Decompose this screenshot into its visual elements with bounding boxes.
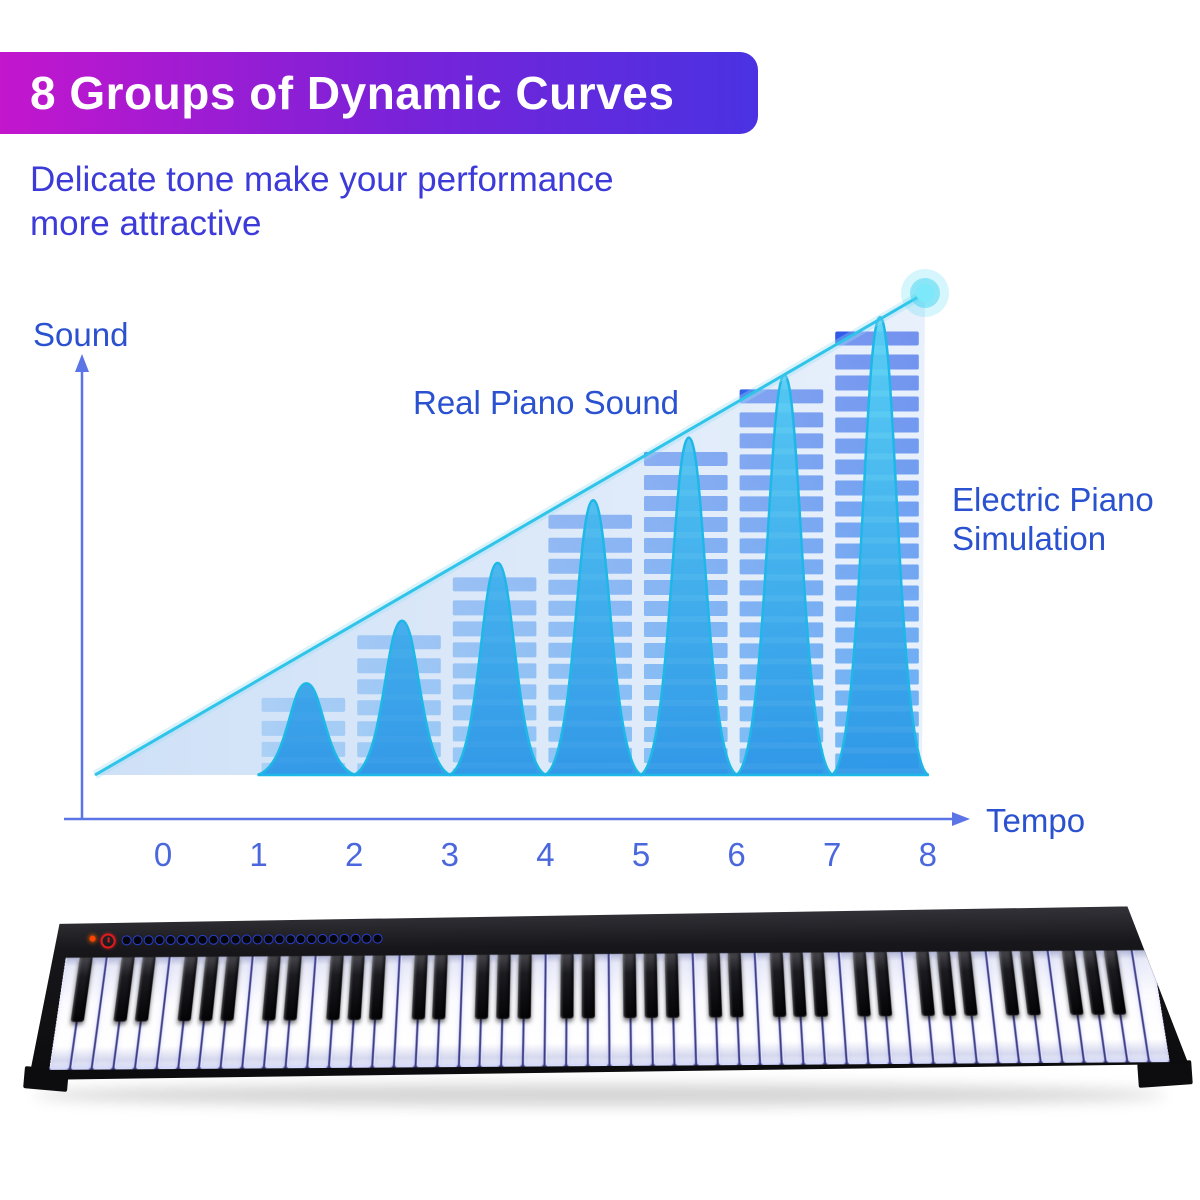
function-button bbox=[329, 934, 339, 944]
x-tick-label: 6 bbox=[727, 836, 746, 873]
axes bbox=[64, 354, 970, 826]
x-tick-label: 0 bbox=[153, 836, 173, 873]
function-button bbox=[122, 935, 132, 945]
bar-column bbox=[644, 452, 728, 775]
function-button bbox=[361, 934, 371, 944]
bar-column bbox=[261, 697, 346, 775]
trend-line bbox=[94, 291, 926, 777]
x-axis-arrow-icon bbox=[952, 812, 970, 826]
y-axis-label: Sound bbox=[33, 316, 129, 353]
power-button-icon bbox=[101, 933, 116, 948]
function-button bbox=[220, 935, 230, 945]
function-button bbox=[307, 934, 317, 944]
crescendo-triangle bbox=[95, 293, 925, 775]
x-axis-tick-labels: 0 1 2 3 4 5 6 7 8 bbox=[0, 836, 1200, 876]
function-button bbox=[143, 935, 153, 945]
black-key bbox=[728, 953, 744, 1017]
function-button bbox=[263, 934, 273, 944]
dynamic-curve bbox=[830, 315, 930, 777]
dynamic-curve bbox=[257, 682, 356, 777]
function-button bbox=[274, 934, 284, 944]
function-button bbox=[231, 935, 241, 945]
function-button bbox=[176, 935, 186, 945]
black-key bbox=[496, 955, 511, 1019]
function-button bbox=[318, 934, 328, 944]
function-button bbox=[165, 935, 175, 945]
function-button bbox=[241, 934, 251, 944]
x-tick-label: 8 bbox=[918, 836, 937, 873]
black-key bbox=[581, 954, 594, 1018]
keyboard-shadow bbox=[34, 1084, 1166, 1106]
function-button bbox=[209, 935, 219, 945]
x-tick-label: 5 bbox=[631, 836, 651, 873]
function-button bbox=[198, 935, 208, 945]
black-key bbox=[475, 955, 490, 1019]
function-button bbox=[154, 935, 164, 945]
black-key bbox=[623, 954, 637, 1018]
subtitle-line-1: Delicate tone make your performance bbox=[30, 160, 614, 199]
bar-column bbox=[548, 514, 632, 775]
function-button bbox=[187, 935, 197, 945]
black-key bbox=[644, 954, 658, 1018]
annotation-electric-piano-simulation: Electric Piano Simulation bbox=[952, 481, 1154, 557]
dynamic-curve bbox=[543, 499, 643, 777]
bar-column bbox=[452, 577, 537, 775]
y-axis-arrow-icon bbox=[75, 354, 89, 372]
x-tick-label: 1 bbox=[249, 836, 268, 873]
glow-dot bbox=[901, 269, 949, 317]
dynamic-curve bbox=[734, 373, 834, 777]
subtitle-line-2: more attractive bbox=[30, 204, 262, 243]
keyboard-control-panel bbox=[25, 904, 1189, 956]
bar-column bbox=[835, 331, 919, 769]
dynamic-curve bbox=[639, 436, 739, 777]
dynamic-curve bbox=[352, 619, 452, 777]
keybed bbox=[49, 950, 1169, 1069]
dynamic-curve bbox=[448, 561, 548, 777]
x-tick-label: 4 bbox=[536, 836, 555, 873]
function-button bbox=[252, 934, 262, 944]
black-key bbox=[560, 954, 573, 1018]
power-led bbox=[90, 936, 96, 942]
annotation-real-piano-sound: Real Piano Sound bbox=[413, 384, 680, 421]
function-button bbox=[285, 934, 295, 944]
x-tick-label: 7 bbox=[823, 836, 842, 873]
piano-keyboard bbox=[25, 904, 1190, 1086]
bar-column bbox=[357, 635, 441, 775]
x-tick-label: 2 bbox=[345, 836, 364, 873]
function-button bbox=[340, 934, 350, 944]
function-button bbox=[350, 934, 360, 944]
function-button bbox=[132, 935, 142, 945]
function-button bbox=[372, 934, 382, 944]
subtitle: Delicate tone make your performance more… bbox=[30, 158, 614, 246]
black-key bbox=[517, 955, 531, 1019]
title-banner: 8 Groups of Dynamic Curves bbox=[0, 52, 758, 134]
black-key bbox=[665, 954, 680, 1018]
x-tick-label: 3 bbox=[440, 836, 459, 873]
black-key bbox=[707, 953, 722, 1017]
x-axis-label: Tempo bbox=[986, 802, 1086, 839]
function-button bbox=[296, 934, 306, 944]
page-title: 8 Groups of Dynamic Curves bbox=[30, 67, 675, 119]
bar-column bbox=[739, 389, 824, 775]
